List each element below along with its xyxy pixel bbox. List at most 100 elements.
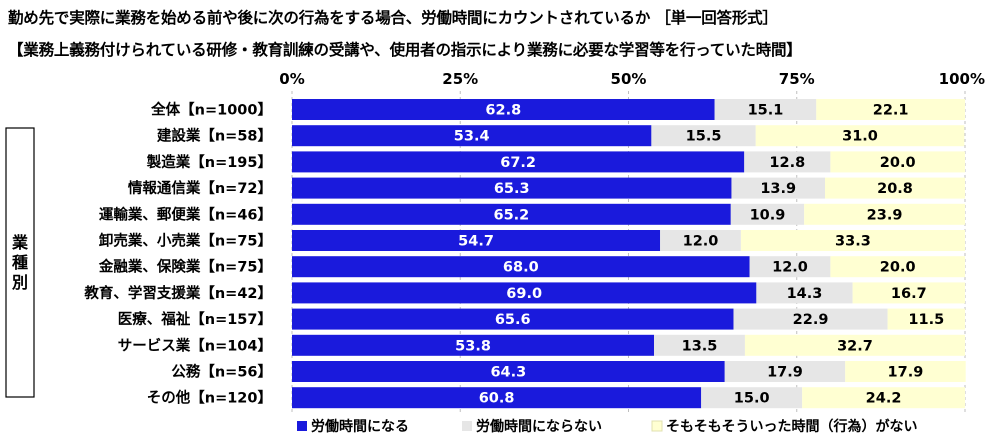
category-label: 製造業【n=195】 — [146, 153, 272, 171]
data-label: 65.2 — [494, 207, 530, 223]
x-tick-label: 0% — [279, 70, 304, 88]
bar-segment — [292, 256, 750, 278]
bar-segment — [651, 125, 756, 147]
bar-segment — [292, 361, 725, 382]
bar-segment — [749, 256, 831, 278]
bar-segment — [830, 151, 965, 173]
data-label: 68.0 — [503, 260, 539, 276]
data-label: 20.0 — [880, 260, 916, 276]
category-label: その他【n=120】 — [147, 389, 272, 407]
data-label: 17.9 — [767, 365, 803, 381]
category-label: 運輸業、郵便業【n=46】 — [99, 205, 272, 223]
bar-segment — [724, 361, 846, 382]
data-label: 31.0 — [842, 129, 878, 145]
data-label: 53.4 — [454, 129, 490, 145]
bar-segment — [802, 387, 965, 409]
bar-segment — [755, 125, 965, 147]
bar-segment — [744, 334, 965, 356]
bar-segment — [292, 230, 661, 251]
category-label: 金融業、保険業【n=75】 — [98, 258, 272, 276]
category-labels: 全体【n=1000】建設業【n=58】製造業【n=195】情報通信業【n=72】… — [83, 101, 272, 407]
group-bracket — [5, 127, 35, 398]
bar-segment — [731, 177, 826, 199]
bar-segment — [654, 334, 745, 356]
bar-segment — [852, 282, 965, 304]
bar-segment — [730, 203, 805, 225]
bar-segment — [887, 308, 965, 330]
bar-segment — [756, 282, 853, 304]
data-label: 13.5 — [682, 338, 718, 354]
bar-segment — [816, 99, 965, 120]
data-label: 15.1 — [748, 103, 784, 119]
data-label: 60.8 — [479, 391, 515, 407]
category-label: 教育、学習支援業【n=42】 — [83, 284, 272, 302]
bar-segment — [292, 334, 655, 356]
data-label: 11.5 — [908, 312, 944, 328]
data-label: 20.8 — [877, 181, 913, 197]
data-label: 67.2 — [500, 155, 536, 171]
legend: 労働時間になる 労働時間にならない そもそもそういった時間（行為）がない — [297, 418, 917, 435]
x-tick-label: 75% — [779, 70, 815, 88]
data-label: 12.8 — [769, 155, 805, 171]
data-label: 54.7 — [458, 234, 494, 250]
legend-label: 労働時間にならない — [476, 418, 602, 435]
data-label: 20.0 — [880, 155, 916, 171]
data-label: 65.3 — [494, 181, 530, 197]
category-label: サービス業【n=104】 — [118, 336, 272, 354]
legend-swatch — [462, 421, 472, 431]
data-label: 32.7 — [837, 338, 873, 354]
data-label: 14.3 — [787, 286, 823, 302]
bar-segment — [292, 177, 732, 199]
category-label: 情報通信業【n=72】 — [128, 179, 272, 197]
data-label: 23.9 — [867, 207, 903, 223]
x-tick-label: 100% — [939, 70, 985, 88]
category-label: 全体【n=1000】 — [150, 101, 272, 119]
x-tick-label: 50% — [611, 70, 647, 88]
legend-swatch — [651, 420, 663, 432]
category-label: 公務【n=56】 — [171, 363, 272, 381]
data-label: 24.2 — [866, 391, 902, 407]
data-label: 33.3 — [835, 234, 871, 250]
group-label: 業種別 — [11, 233, 29, 292]
category-label: 卸売業、小売業【n=75】 — [99, 232, 272, 250]
chart-title: 勤め先で実際に業務を始める前や後に次の行為をする場合、労働時間にカウントされてい… — [8, 9, 778, 27]
data-label: 16.7 — [891, 286, 927, 302]
industry-group: 業種別 — [5, 127, 35, 398]
bar-segment — [292, 125, 652, 147]
bar-segment — [292, 203, 731, 225]
bars: 62.8 15.1 22.1 53.4 15.5 31.0 67.2 12.8 20.0 65.3… — [292, 99, 966, 409]
bar-segment — [292, 308, 734, 330]
data-label: 10.9 — [750, 207, 786, 223]
category-label: 医療、福祉【n=157】 — [118, 310, 272, 328]
category-label: 建設業【n=58】 — [157, 127, 272, 145]
data-label: 15.5 — [686, 129, 722, 145]
data-label: 53.8 — [455, 338, 491, 354]
bar-segment — [660, 230, 741, 251]
bar-segment — [740, 230, 965, 251]
legend-swatch — [297, 421, 307, 431]
bar-segment — [292, 282, 757, 304]
bar-segment — [701, 387, 803, 409]
data-label: 64.3 — [490, 365, 526, 381]
bar-segment — [292, 387, 702, 409]
data-label: 17.9 — [888, 365, 924, 381]
x-axis-ticks: 0% 25% 50% 75% 100% — [279, 70, 985, 88]
bar-segment — [825, 177, 965, 199]
legend-label: 労働時間になる — [311, 418, 409, 435]
data-label: 65.6 — [495, 312, 531, 328]
bar-segment — [292, 99, 715, 120]
data-label: 12.0 — [772, 260, 808, 276]
bar-segment — [714, 99, 817, 120]
legend-label: そもそもそういった時間（行為）がない — [666, 418, 917, 435]
chart-subtitle: 【業務上義務付けられている研修・教育訓練の受講や、使用者の指示により業務に必要な… — [8, 41, 802, 59]
data-label: 13.9 — [760, 181, 796, 197]
bar-segment — [804, 203, 965, 225]
bar-segment — [744, 151, 831, 173]
data-label: 22.1 — [873, 103, 909, 119]
data-label: 15.0 — [734, 391, 770, 407]
x-tick-label: 25% — [442, 70, 478, 88]
bar-segment — [845, 361, 966, 382]
bar-segment — [830, 256, 965, 278]
data-label: 69.0 — [506, 286, 542, 302]
